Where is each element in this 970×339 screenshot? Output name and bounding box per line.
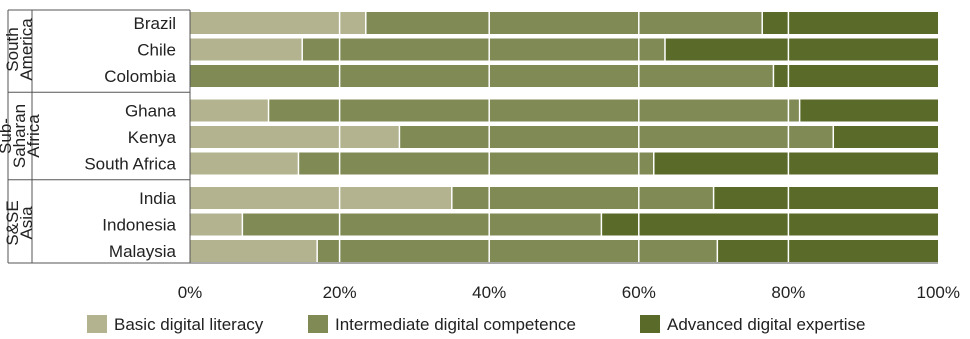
- legend-swatch: [308, 315, 328, 333]
- category-label: Colombia: [104, 67, 176, 86]
- group-label: Sub-SaharanAfrica: [0, 104, 43, 168]
- bar-segment: [799, 99, 938, 122]
- bar-segment: [190, 12, 366, 34]
- x-tick-label: 40%: [472, 283, 506, 302]
- group-label: SouthAmerica: [3, 18, 36, 81]
- x-tick-label: 100%: [917, 283, 960, 302]
- bar-segment: [242, 213, 602, 236]
- category-label: South Africa: [84, 155, 176, 174]
- bar-segment: [190, 99, 269, 122]
- category-label: Ghana: [125, 102, 177, 121]
- bar-segment: [190, 213, 243, 236]
- group-label-line: Saharan: [10, 104, 29, 168]
- bar-segment: [399, 126, 834, 148]
- bar-segment: [664, 38, 938, 61]
- group-label-line: Africa: [24, 114, 43, 158]
- bar-segment: [190, 126, 400, 148]
- bar-segment: [190, 152, 299, 175]
- x-tick-label: 60%: [622, 283, 656, 302]
- group-label-line: S&SE: [3, 200, 22, 245]
- bar-segment: [451, 187, 714, 209]
- bar-segment: [190, 65, 774, 87]
- legend-swatch: [640, 315, 660, 333]
- category-label: India: [139, 189, 176, 208]
- bar-segment: [773, 65, 938, 87]
- category-label: Malaysia: [109, 242, 177, 261]
- group-label-line: Sub-: [0, 118, 15, 154]
- x-tick-label: 0%: [178, 283, 203, 302]
- legend-label: Advanced digital expertise: [667, 315, 865, 334]
- bar-segment: [190, 187, 452, 209]
- category-label: Indonesia: [102, 216, 176, 235]
- category-label: Kenya: [128, 128, 177, 147]
- legend-label: Basic digital literacy: [114, 315, 264, 334]
- legend-swatch: [87, 315, 107, 333]
- bar-segment: [317, 240, 718, 262]
- bar-segment: [833, 126, 938, 148]
- bar-segment: [653, 152, 938, 175]
- bar-segment: [190, 240, 318, 262]
- group-label-line: Asia: [17, 206, 36, 240]
- legend-label: Intermediate digital competence: [335, 315, 576, 334]
- bar-segment: [365, 12, 763, 34]
- x-tick-label: 80%: [771, 283, 805, 302]
- group-label-line: America: [17, 18, 36, 81]
- group-label: S&SEAsia: [3, 200, 36, 245]
- bar-segment: [762, 12, 938, 34]
- category-label: Chile: [137, 41, 176, 60]
- x-tick-label: 20%: [323, 283, 357, 302]
- bar-segment: [601, 213, 938, 236]
- bar-segment: [717, 240, 938, 262]
- bar-segment: [713, 187, 938, 209]
- category-label: Brazil: [133, 14, 176, 33]
- bar-segment: [190, 38, 303, 61]
- group-label-line: South: [3, 27, 22, 71]
- bar-segment: [268, 99, 800, 122]
- bar-segment: [298, 152, 654, 175]
- bar-segment: [302, 38, 665, 61]
